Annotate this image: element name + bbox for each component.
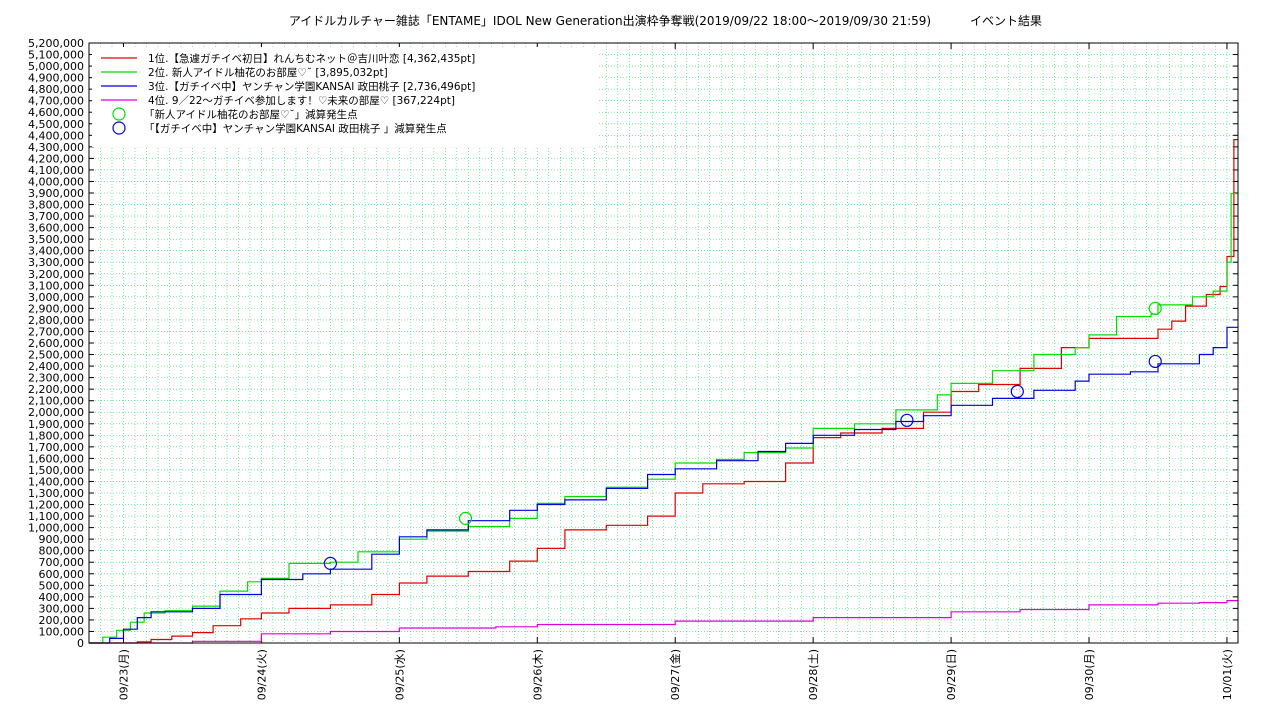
y-tick-label: 300,000	[39, 602, 85, 615]
y-tick-label: 2,700,000	[28, 325, 84, 338]
y-tick-label: 3,500,000	[28, 233, 84, 246]
y-tick-label: 1,100,000	[28, 510, 84, 523]
legend-label-3: 3位.【ガチイベ中】ヤンチャン学園KANSAI 政田桃子 [2,736,496p…	[148, 80, 475, 93]
x-tick-label: 09/29(日)	[945, 649, 958, 700]
legend-marker-1	[112, 107, 126, 121]
marker-point-1	[1148, 301, 1162, 315]
legend-marker-2	[112, 121, 126, 135]
y-tick-label: 700,000	[39, 556, 85, 569]
y-axis: 0100,000200,000300,000400,000500,000600,…	[28, 37, 1238, 650]
x-tick-label: 09/26(木)	[531, 649, 544, 700]
y-tick-label: 3,400,000	[28, 245, 84, 258]
legend-box	[92, 47, 598, 147]
y-tick-label: 3,000,000	[28, 291, 84, 304]
markers	[323, 301, 1162, 570]
plot-frame	[88, 42, 1239, 644]
y-tick-label: 2,400,000	[28, 360, 84, 373]
y-tick-label: 1,400,000	[28, 475, 84, 488]
y-tick-label: 4,700,000	[28, 95, 84, 108]
series-line-4	[89, 600, 1238, 644]
series-lines	[89, 139, 1238, 644]
legend-label-2: 2位. 新人アイドル柚花のお部屋♡˘ [3,895,032pt]	[148, 66, 388, 79]
y-tick-label: 1,200,000	[28, 499, 84, 512]
y-tick-label: 4,800,000	[28, 83, 84, 96]
y-tick-label: 1,900,000	[28, 418, 84, 431]
y-tick-label: 2,000,000	[28, 406, 84, 419]
y-tick-label: 4,300,000	[28, 141, 84, 154]
y-tick-label: 100,000	[39, 625, 85, 638]
legend-marker-label-1: 「新人アイドル柚花のお部屋♡˘」減算発生点	[144, 108, 358, 121]
y-tick-label: 3,900,000	[28, 187, 84, 200]
y-tick-label: 1,700,000	[28, 441, 84, 454]
x-tick-label: 10/01(火)	[1221, 649, 1234, 700]
y-tick-label: 4,200,000	[28, 152, 84, 165]
chart-title: アイドルカルチャー雑誌「ENTAME」IDOL New Generation出演…	[289, 13, 931, 28]
y-tick-label: 5,200,000	[28, 37, 84, 50]
y-tick-label: 1,500,000	[28, 464, 84, 477]
y-tick-label: 2,100,000	[28, 395, 84, 408]
legend-marker-label-2: 「【ガチイベ中】ヤンチャン学園KANSAI 政田桃子 」減算発生点	[144, 122, 447, 135]
series-line-1	[89, 139, 1238, 644]
legend-label-4: 4位. 9／22〜ガチイベ参加します！♡未来の部屋♡ [367,224pt]	[148, 94, 455, 107]
marker-point-2	[323, 556, 337, 570]
x-tick-label: 09/23(月)	[117, 649, 130, 700]
y-tick-label: 600,000	[39, 568, 85, 581]
y-tick-label: 1,000,000	[28, 522, 84, 535]
y-tick-label: 2,200,000	[28, 383, 84, 396]
y-tick-label: 800,000	[39, 545, 85, 558]
y-tick-label: 4,100,000	[28, 164, 84, 177]
y-tick-label: 2,800,000	[28, 314, 84, 327]
y-tick-label: 2,600,000	[28, 337, 84, 350]
marker-point-2	[1148, 354, 1162, 369]
marker-point-1	[458, 511, 473, 525]
y-tick-label: 1,800,000	[28, 429, 84, 442]
x-tick-label: 09/28(土)	[807, 649, 820, 700]
y-tick-label: 1,600,000	[28, 452, 84, 465]
legend: 1位.【急遽ガチイベ初日】れんちむネット＠吉川叶恋 [4,362,435pt]2…	[92, 47, 598, 147]
y-tick-label: 3,700,000	[28, 210, 84, 223]
y-tick-label: 3,200,000	[28, 268, 84, 281]
y-tick-label: 2,300,000	[28, 372, 84, 385]
legend-label-1: 1位.【急遽ガチイベ初日】れんちむネット＠吉川叶恋 [4,362,435pt]	[148, 52, 475, 65]
x-tick-label: 09/24(火)	[255, 649, 268, 700]
y-tick-label: 2,500,000	[28, 349, 84, 362]
y-tick-label: 3,300,000	[28, 256, 84, 269]
y-tick-label: 900,000	[39, 533, 85, 546]
marker-point-2	[1010, 384, 1024, 399]
y-tick-label: 500,000	[39, 579, 85, 592]
y-tick-label: 3,100,000	[28, 279, 84, 292]
x-axis: 09/23(月) 09/24(火) 09/25(水) 09/26(木) 09/27(金)…	[117, 43, 1234, 700]
y-tick-label: 0	[77, 637, 84, 650]
y-tick-label: 5,000,000	[28, 60, 84, 73]
y-tick-label: 4,400,000	[28, 129, 84, 142]
x-tick-label: 09/25(水)	[393, 649, 406, 700]
y-tick-label: 2,900,000	[28, 302, 84, 315]
series-line-3	[89, 326, 1238, 644]
y-tick-label: 3,800,000	[28, 199, 84, 212]
y-tick-label: 3,600,000	[28, 222, 84, 235]
y-tick-label: 200,000	[39, 614, 85, 627]
y-tick-label: 4,000,000	[28, 175, 84, 188]
x-tick-label: 09/30(月)	[1083, 649, 1096, 700]
marker-point-2	[900, 413, 914, 427]
x-tick-label: 09/27(金)	[668, 649, 682, 700]
y-tick-label: 1,300,000	[28, 487, 84, 500]
chart-subtitle: イベント結果	[970, 14, 1042, 28]
y-tick-label: 4,600,000	[28, 106, 84, 119]
y-tick-label: 4,900,000	[28, 72, 84, 85]
y-tick-label: 400,000	[39, 591, 85, 604]
y-tick-label: 4,500,000	[28, 118, 84, 131]
y-tick-label: 5,100,000	[28, 49, 84, 62]
